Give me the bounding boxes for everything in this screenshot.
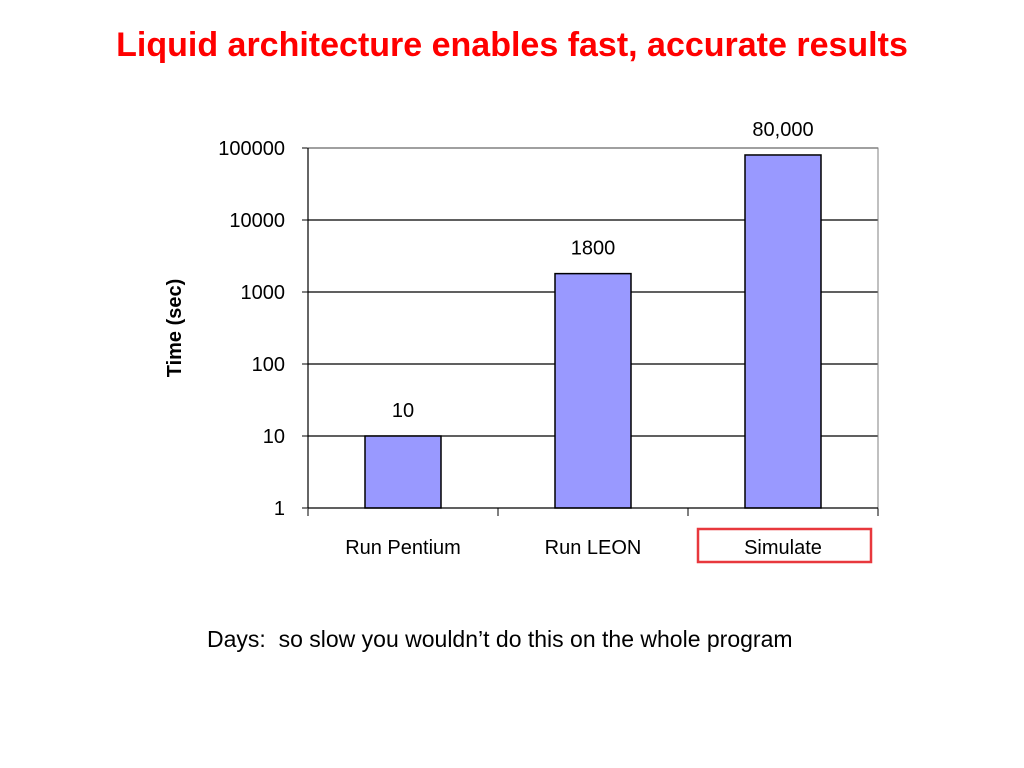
x-category-label: Run Pentium <box>345 537 461 559</box>
x-category-label: Run LEON <box>545 537 642 559</box>
bar <box>364 435 442 509</box>
y-tick-label: 1000 <box>241 282 286 304</box>
caption-text: Days: so slow you wouldn’t do this on th… <box>207 626 793 652</box>
bar <box>744 154 822 509</box>
y-axis-label: Time (sec) <box>164 279 186 378</box>
data-labels: 10 1800 80,000 <box>392 119 814 422</box>
simulate-highlight-box <box>696 527 873 564</box>
bar-data-label: 10 <box>392 400 414 422</box>
y-tick-label: 10000 <box>229 210 285 232</box>
y-tick-label: 10 <box>263 426 285 448</box>
bar-data-label: 1800 <box>571 238 616 260</box>
bars <box>364 154 822 509</box>
y-axis-ticks: 1 10 100 1000 10000 100000 <box>218 138 308 520</box>
y-tick-label: 100 <box>252 354 285 376</box>
x-category-label: Simulate <box>744 537 822 559</box>
y-tick-label: 1 <box>274 498 285 520</box>
bar <box>554 272 632 509</box>
bar-data-label: 80,000 <box>752 119 813 141</box>
x-axis-ticks: Run Pentium Run LEON Simulate <box>307 508 879 559</box>
y-tick-label: 100000 <box>218 138 285 160</box>
slide-title: Liquid architecture enables fast, accura… <box>116 26 908 64</box>
